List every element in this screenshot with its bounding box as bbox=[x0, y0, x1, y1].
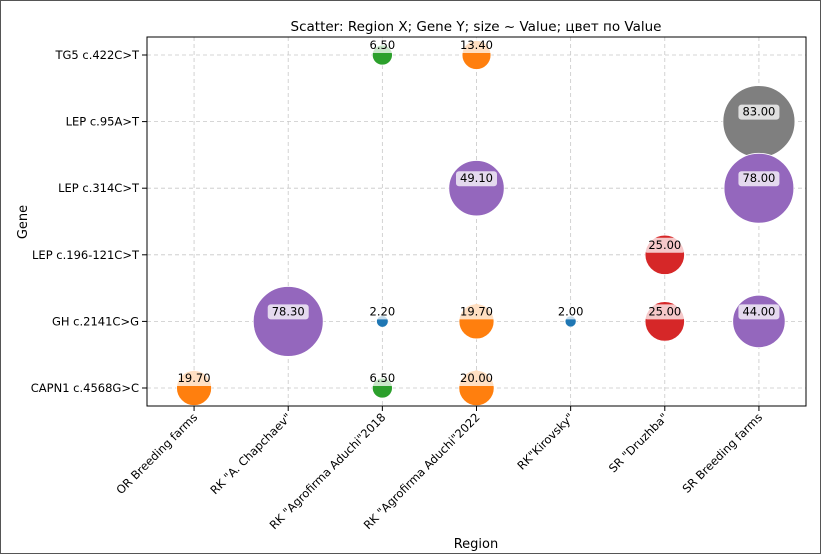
scatter-point bbox=[448, 160, 505, 217]
value-label-box bbox=[456, 304, 497, 320]
x-tick-label: RK"Kirovsky" bbox=[514, 410, 576, 472]
x-axis-title: Region bbox=[454, 537, 499, 552]
y-axis-title: Gene bbox=[16, 205, 31, 239]
value-label: 6.50 bbox=[370, 38, 396, 52]
y-tick-label: LEP c.196-121C>T bbox=[32, 248, 140, 262]
value-label-box bbox=[456, 171, 497, 187]
value-label: 83.00 bbox=[742, 105, 775, 119]
value-label-box bbox=[644, 237, 686, 253]
y-tick-label: LEP c.95A>T bbox=[66, 115, 140, 129]
value-label: 20.00 bbox=[460, 371, 493, 385]
grid-lines bbox=[147, 37, 806, 406]
value-label-box bbox=[365, 38, 400, 53]
value-label-box bbox=[738, 171, 780, 187]
value-label: 78.00 bbox=[742, 171, 775, 185]
value-label-box bbox=[738, 104, 780, 120]
x-tick-label: RK "A. Chapchaev" bbox=[207, 410, 294, 497]
scatter-point bbox=[252, 286, 324, 357]
value-label: 6.50 bbox=[370, 371, 396, 385]
value-label: 2.20 bbox=[370, 304, 396, 318]
value-label-box bbox=[456, 38, 497, 53]
value-labels-layer: 19.70 78.30 6.50 2.20 6.50 13.40 49.10 19.70 20.… bbox=[173, 38, 780, 386]
value-label-box bbox=[456, 371, 497, 386]
value-label-box bbox=[738, 304, 780, 320]
value-label-box bbox=[365, 304, 400, 320]
value-label-box bbox=[553, 304, 588, 320]
value-label: 25.00 bbox=[648, 304, 681, 318]
value-label: 19.70 bbox=[178, 371, 211, 385]
value-label: 13.40 bbox=[460, 38, 493, 52]
value-label-box bbox=[365, 371, 400, 386]
value-label: 2.00 bbox=[558, 304, 584, 318]
chart-title: Scatter: Region X; Gene Y; size ~ Value;… bbox=[291, 19, 662, 35]
value-label: 49.10 bbox=[460, 171, 493, 185]
y-axis-ticks: CAPN1 c.4568G>C GH c.2141C>G LEP c.196-121… bbox=[31, 48, 147, 395]
scatter-point bbox=[722, 85, 796, 158]
y-tick-label: CAPN1 c.4568G>C bbox=[31, 381, 139, 395]
value-label: 44.00 bbox=[742, 304, 775, 318]
scatter-point bbox=[723, 152, 795, 224]
value-label: 19.70 bbox=[460, 304, 493, 318]
value-label-box bbox=[173, 371, 215, 386]
value-label: 78.30 bbox=[272, 304, 305, 318]
x-tick-label: OR Breeding farms bbox=[113, 410, 200, 497]
y-tick-label: GH c.2141C>G bbox=[52, 314, 139, 328]
x-axis-ticks: OR Breeding farms RK "A. Chapchaev"RK "Ag… bbox=[113, 406, 765, 532]
points-layer bbox=[176, 40, 796, 406]
value-label-box bbox=[267, 304, 309, 320]
y-tick-label: LEP c.314C>T bbox=[58, 181, 140, 195]
y-tick-label: TG5 c.422C>T bbox=[54, 48, 140, 62]
x-tick-label: SR "Druzhba" bbox=[606, 410, 671, 475]
value-label-box bbox=[644, 304, 686, 320]
value-label: 25.00 bbox=[648, 238, 681, 252]
scatter-point bbox=[732, 294, 786, 349]
x-tick-label: SR Breeding farms bbox=[679, 410, 765, 496]
